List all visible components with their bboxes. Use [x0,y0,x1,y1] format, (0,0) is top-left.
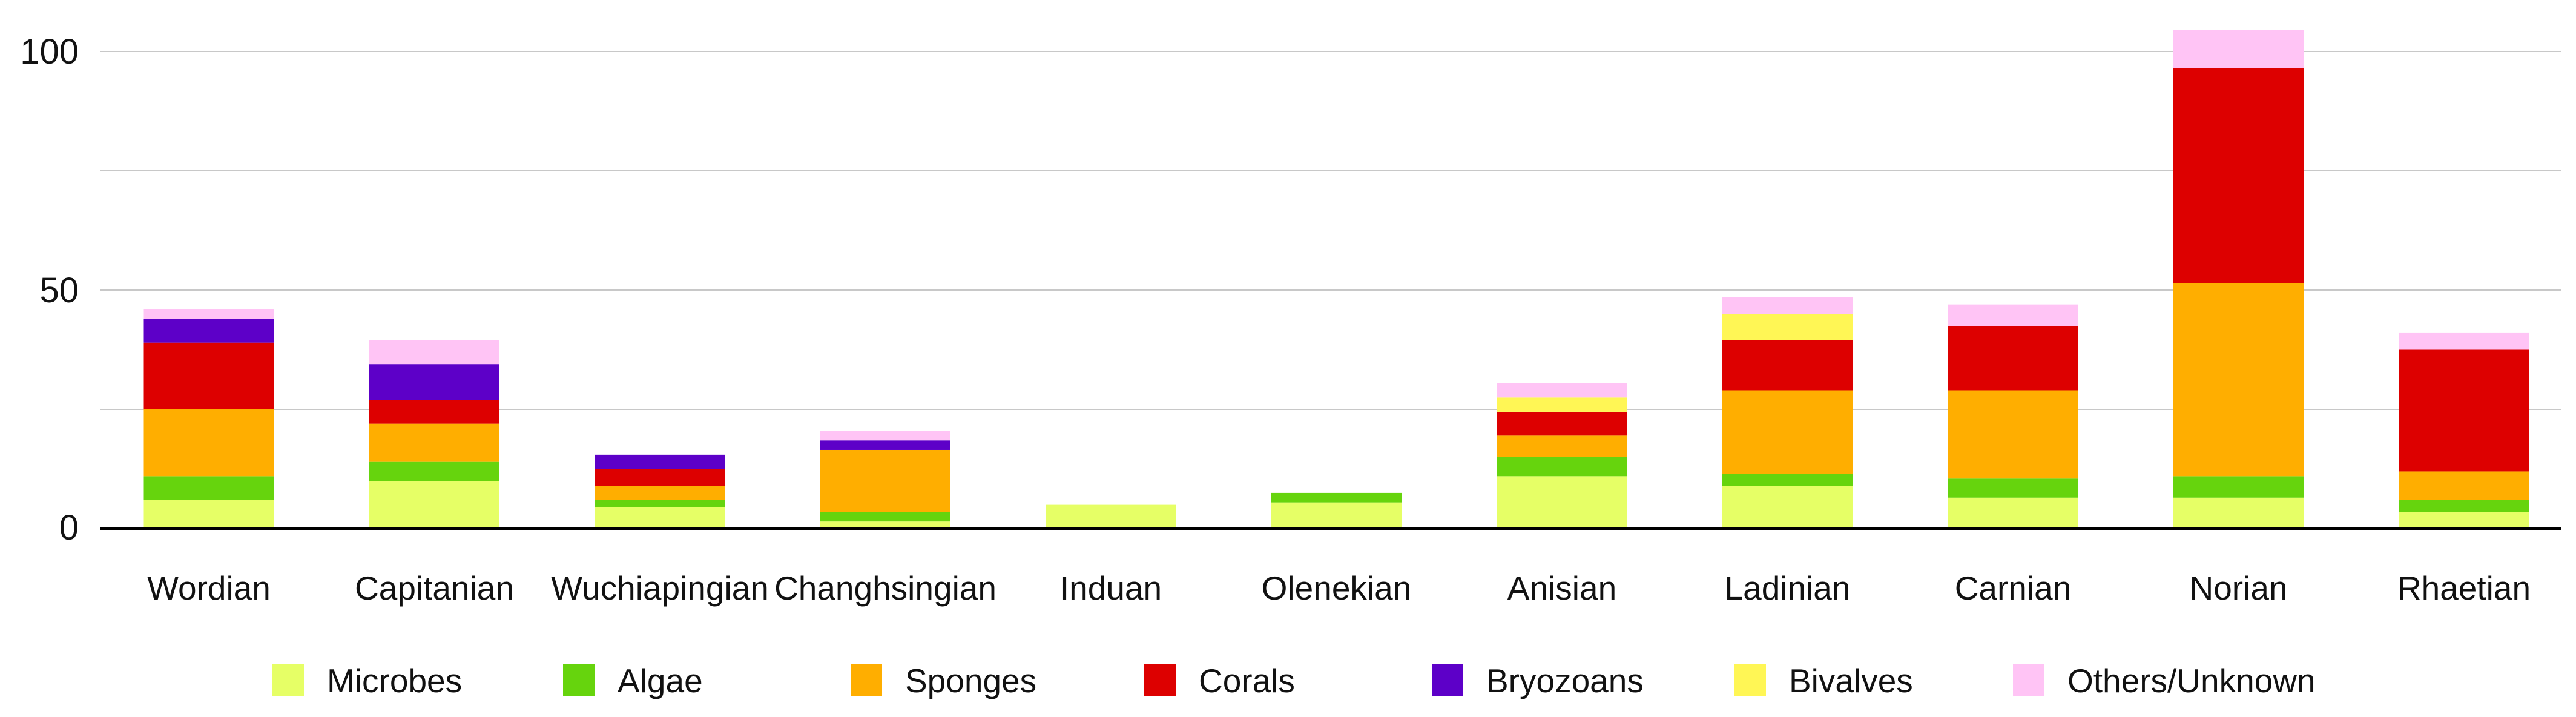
bar-segment-carnian-others-unknown [1948,304,2078,326]
bar-segment-anisian-microbes [1497,476,1627,529]
bar-segment-wuchiapingian-algae [595,500,725,507]
bar-segment-capitanian-algae [369,461,499,481]
bar-segment-rhaetian-microbes [2399,512,2529,529]
category-labels: Wordian Capitanian Wuchiapingian Changhsing… [147,569,2531,607]
legend-label: Bivalves [1789,662,1913,699]
bar-segment-carnian-algae [1948,478,2078,498]
legend-item-bryozoans: Bryozoans [1432,662,1644,699]
bar-segment-norian-microbes [2173,497,2304,529]
legend-swatch [563,664,595,696]
bar-segment-wuchiapingian-sponges [595,486,725,500]
legend-label: Corals [1199,662,1295,699]
bar-segment-changhsingian-algae [820,512,950,522]
bar-segment-ladinian-others-unknown [1722,297,1853,314]
bar-segment-anisian-algae [1497,457,1627,477]
category-label-wordian: Wordian [147,569,271,607]
legend-item-others-unknown: Others/Unknown [2013,662,2316,699]
category-label-capitanian: Capitanian [355,569,514,607]
bar-segment-wordian-bryozoans [143,319,274,343]
legend-swatch [851,664,882,696]
y-tick-label-100: 100 [20,32,79,71]
legend-label: Others/Unknown [2067,662,2316,699]
bar-segment-capitanian-bryozoans [369,364,499,400]
category-label-changhsingian: Changhsingian [774,569,996,607]
bar-segment-ladinian-bivalves [1722,314,1853,340]
category-label-anisian: Anisian [1507,569,1616,607]
bar-segment-olenekian-algae [1271,492,1402,503]
bar-segment-capitanian-others-unknown [369,340,499,365]
legend-item-microbes: Microbes [272,662,462,699]
bar-segment-changhsingian-bryozoans [820,440,950,450]
legend-swatch [2013,664,2044,696]
y-tick-label-50: 50 [39,271,79,310]
legend-swatch [1432,664,1463,696]
bar-segment-wuchiapingian-corals [595,469,725,486]
bar-segment-carnian-microbes [1948,497,2078,529]
bar-segment-olenekian-microbes [1271,502,1402,529]
category-label-olenekian: Olenekian [1262,569,1412,607]
legend-swatch [1734,664,1766,696]
bar-segment-wuchiapingian-microbes [595,507,725,529]
legend-label: Algae [618,662,703,699]
bar-segment-wordian-sponges [143,409,274,477]
bar-segment-anisian-corals [1497,411,1627,436]
bar-segment-ladinian-sponges [1722,390,1853,474]
bar-segment-changhsingian-others-unknown [820,431,950,441]
bar-segment-carnian-sponges [1948,390,2078,479]
bar-segment-norian-algae [2173,476,2304,498]
legend: Microbes Algae Sponges Corals Bryozoans Bival… [272,662,2316,699]
category-label-norian: Norian [2189,569,2287,607]
legend-label: Bryozoans [1486,662,1644,699]
bar-segment-wordian-corals [143,342,274,409]
legend-item-algae: Algae [563,662,703,699]
legend-item-corals: Corals [1144,662,1295,699]
bar-segment-rhaetian-others-unknown [2399,332,2529,350]
bar-segment-wordian-others-unknown [143,309,274,319]
gridlines [100,51,2561,410]
bar-segment-anisian-others-unknown [1497,383,1627,398]
bar-segment-norian-others-unknown [2173,30,2304,68]
bar-segment-rhaetian-algae [2399,500,2529,512]
y-tick-labels: 0 50 100 [20,32,79,547]
bars [143,30,2529,529]
bar-segment-ladinian-corals [1722,340,1853,391]
bar-segment-capitanian-corals [369,400,499,424]
legend-item-sponges: Sponges [851,662,1036,699]
bar-segment-changhsingian-sponges [820,449,950,512]
legend-label: Microbes [327,662,462,699]
legend-item-bivalves: Bivalves [1734,662,1913,699]
category-label-induan: Induan [1060,569,1162,607]
bar-segment-capitanian-sponges [369,423,499,462]
legend-swatch [272,664,304,696]
bar-segment-capitanian-microbes [369,481,499,529]
category-label-wuchiapingian: Wuchiapingian [551,569,769,607]
bar-segment-ladinian-algae [1722,474,1853,486]
category-label-carnian: Carnian [1955,569,2072,607]
category-label-rhaetian: Rhaetian [2397,569,2531,607]
bar-segment-changhsingian-microbes [820,521,950,529]
bar-segment-wordian-algae [143,476,274,500]
bar-segment-induan-microbes [1046,504,1176,529]
legend-label: Sponges [905,662,1036,699]
bar-segment-anisian-bivalves [1497,397,1627,412]
category-label-ladinian: Ladinian [1725,569,1851,607]
bar-segment-ladinian-microbes [1722,486,1853,529]
y-tick-label-0: 0 [59,508,79,547]
bar-segment-norian-sponges [2173,283,2304,477]
bar-segment-wordian-microbes [143,500,274,529]
bar-segment-rhaetian-sponges [2399,471,2529,500]
bar-segment-rhaetian-corals [2399,349,2529,472]
bar-segment-wuchiapingian-bryozoans [595,454,725,469]
bar-segment-norian-corals [2173,68,2304,283]
legend-swatch [1144,664,1176,696]
bar-segment-anisian-sponges [1497,435,1627,457]
bar-segment-carnian-corals [1948,326,2078,391]
